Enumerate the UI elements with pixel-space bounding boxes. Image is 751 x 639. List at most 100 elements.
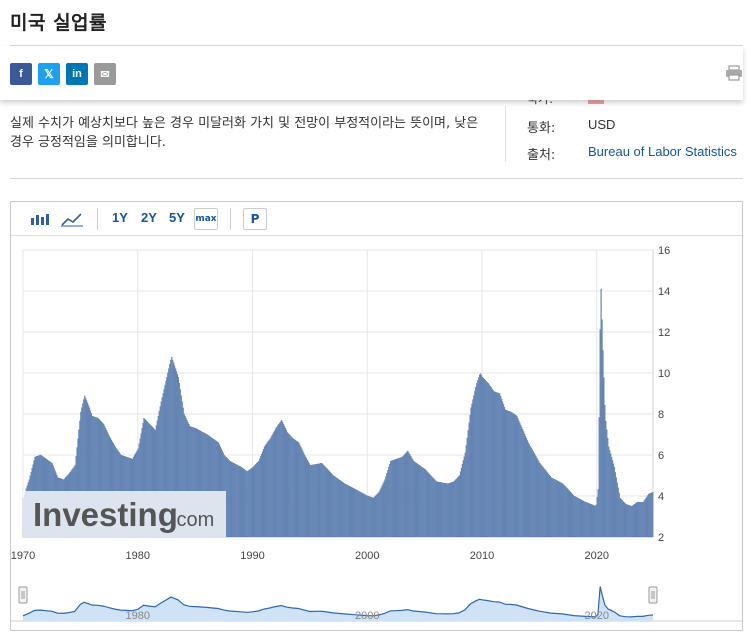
bar: [645, 497, 647, 538]
bar: [377, 492, 379, 538]
bar: [546, 472, 549, 538]
bar: [269, 438, 271, 538]
chart-plot[interactable]: 2 4 6 8 10 12 14 16 1970 1980 1990 2000 2010 2020 In…: [11, 237, 742, 631]
bar: [433, 478, 435, 538]
bar: [484, 380, 486, 538]
bar: [291, 437, 293, 538]
bar: [556, 480, 558, 538]
bar: [464, 452, 466, 538]
bar: [385, 476, 387, 538]
bar: [452, 481, 454, 538]
range-2y-button[interactable]: 2Y: [141, 210, 157, 225]
bar: [394, 459, 397, 538]
x-tick-label: 2000: [355, 550, 379, 562]
bar: [404, 453, 406, 538]
printer-icon[interactable]: [725, 65, 743, 81]
bar: [244, 469, 246, 538]
bar: [477, 380, 479, 538]
range-5y-button[interactable]: 5Y: [169, 210, 185, 225]
bar: [360, 492, 362, 538]
bar: [533, 452, 535, 538]
navigator-right-handle[interactable]: [648, 586, 658, 604]
bar: [581, 499, 583, 538]
source-link[interactable]: Bureau of Labor Statistics: [588, 144, 737, 159]
bar: [455, 479, 457, 538]
pin-button[interactable]: P: [243, 208, 267, 230]
bar: [568, 490, 571, 538]
bar: [437, 481, 440, 538]
navigator-left-handle[interactable]: [18, 586, 28, 604]
bar: [483, 379, 486, 538]
range-1y-button[interactable]: 1Y: [112, 210, 128, 225]
bar: [543, 467, 545, 538]
bar: [390, 461, 392, 538]
bar: [384, 479, 386, 538]
bar: [310, 464, 312, 538]
bar: [436, 481, 439, 538]
bar: [418, 465, 420, 538]
bar: [620, 498, 622, 538]
range-max-button[interactable]: max: [194, 208, 218, 230]
bar: [572, 494, 574, 538]
bar: [408, 452, 410, 538]
bar: [534, 454, 536, 538]
bar: [399, 457, 401, 538]
bar: [610, 456, 613, 538]
bar: [651, 492, 653, 538]
bar: [520, 424, 522, 538]
bar: [229, 461, 231, 538]
bar: [528, 444, 530, 538]
currency-value: USD: [588, 117, 616, 132]
bar: [643, 500, 645, 538]
bar: [426, 471, 428, 538]
bar: [571, 493, 573, 538]
bar: [445, 483, 447, 538]
x-tick-label: 1970: [11, 550, 35, 562]
y-tick-label: 4: [658, 491, 664, 503]
bar: [296, 441, 298, 538]
bar: [402, 455, 404, 538]
bar: [283, 426, 286, 538]
bar: [471, 403, 473, 538]
bar: [242, 468, 245, 538]
bar: [624, 503, 626, 538]
bar-chart-icon[interactable]: [27, 208, 53, 230]
bar: [577, 497, 579, 538]
bar: [324, 466, 326, 538]
bar: [353, 488, 355, 538]
bar: [419, 465, 421, 538]
bar: [542, 466, 544, 538]
bar: [260, 456, 262, 538]
bar: [517, 418, 519, 538]
bar: [362, 493, 364, 538]
bar: [596, 496, 598, 538]
bar: [376, 493, 378, 538]
linkedin-icon[interactable]: in: [66, 63, 88, 85]
bar: [460, 467, 463, 538]
bar: [530, 447, 532, 538]
bar: [252, 467, 254, 538]
bar: [570, 492, 573, 538]
bar: [340, 480, 342, 538]
bar: [567, 488, 569, 538]
bar: [275, 428, 277, 538]
bar: [587, 502, 589, 538]
bar: [423, 468, 425, 538]
bar: [628, 505, 630, 538]
bar: [595, 504, 597, 538]
bar: [598, 417, 600, 538]
bar: [254, 465, 256, 538]
bar: [589, 503, 592, 538]
bar: [549, 476, 551, 538]
bar: [241, 467, 244, 538]
bar: [314, 464, 316, 538]
email-icon[interactable]: ✉: [94, 63, 116, 85]
bar: [414, 462, 417, 538]
bar: [553, 478, 555, 538]
twitter-icon[interactable]: 𝕏: [38, 63, 60, 85]
line-chart-icon[interactable]: [59, 208, 85, 230]
toolbar-separator: [97, 208, 98, 230]
facebook-icon[interactable]: f: [10, 63, 32, 85]
chart-navigator[interactable]: 1980 2000 2020: [11, 586, 742, 623]
bar: [270, 436, 272, 538]
